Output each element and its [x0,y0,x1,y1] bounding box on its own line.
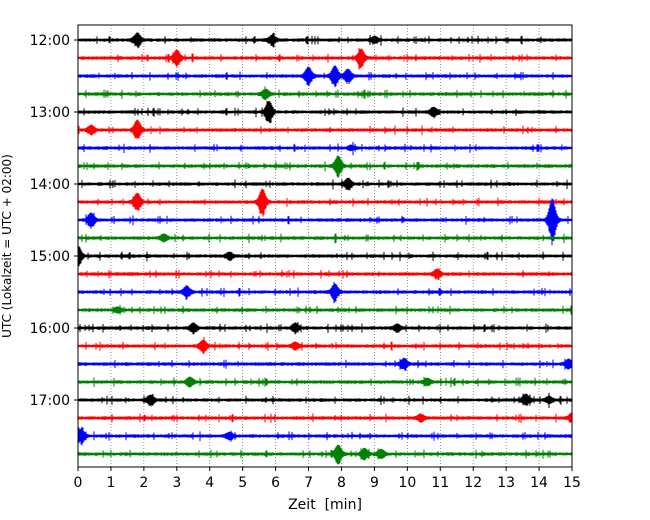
x-tick-label: 10 [398,475,416,491]
x-tick-label: 13 [497,475,515,491]
y-axis-label: UTC (Lokalzeit = UTC + 02:00) [0,154,14,338]
x-tick-label: 1 [106,475,115,491]
y-tick-label: 17:00 [30,393,70,409]
x-tick-label: 4 [205,475,214,491]
trace-1215 [77,48,573,70]
x-axis-label: Zeit [min] [288,497,362,513]
x-tick-label: 9 [370,475,379,491]
x-axis-ticks: 0 1 2 3 4 5 6 7 8 9 10 11 12 13 14 15 [74,467,581,491]
trace-1315 [77,119,573,139]
x-tick-label: 14 [530,475,548,491]
y-tick-label: 15:00 [30,249,70,265]
x-tick-label: 12 [464,475,482,491]
plot-frame [77,24,573,468]
x-tick-label: 0 [74,475,83,491]
y-tick-label: 12:00 [30,33,70,49]
y-axis-ticks: 12:00 13:00 14:00 15:00 16:00 17:00 [30,33,78,409]
y-tick-label: 14:00 [30,177,70,193]
x-tick-label: 2 [139,475,148,491]
x-tick-label: 5 [238,475,247,491]
y-tick-label: 16:00 [30,321,70,337]
x-tick-label: 6 [271,475,280,491]
y-tick-label: 13:00 [30,105,70,121]
x-tick-label: 7 [304,475,313,491]
x-tick-label: 11 [431,475,449,491]
x-tick-label: 8 [337,475,346,491]
x-tick-label: 3 [172,475,181,491]
seismic-traces [77,32,573,465]
x-tick-label: 15 [563,475,581,491]
